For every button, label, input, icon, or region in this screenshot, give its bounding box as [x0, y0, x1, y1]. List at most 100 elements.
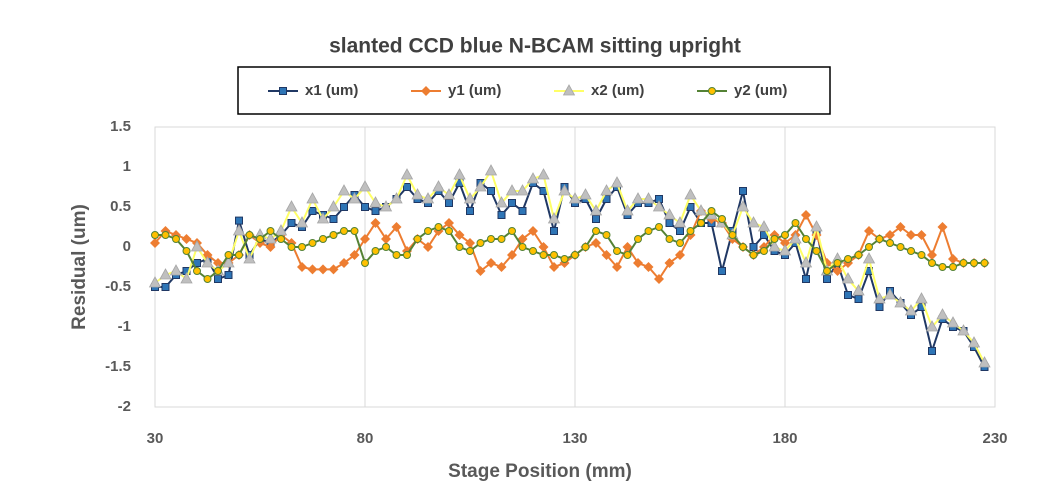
- marker: [791, 219, 800, 227]
- marker: [266, 227, 275, 235]
- marker: [295, 216, 309, 228]
- marker: [631, 192, 645, 204]
- marker: [391, 222, 402, 232]
- marker: [938, 263, 947, 271]
- marker: [760, 247, 768, 255]
- marker: [854, 295, 863, 303]
- marker: [455, 243, 464, 251]
- series-line: [155, 209, 985, 281]
- marker: [370, 218, 381, 228]
- marker: [329, 231, 338, 239]
- marker: [444, 218, 454, 228]
- marker: [379, 200, 393, 212]
- marker: [916, 230, 927, 240]
- marker: [277, 235, 285, 243]
- marker: [894, 296, 907, 308]
- x-tick-label: 80: [357, 430, 374, 447]
- marker: [601, 250, 612, 260]
- marker: [728, 231, 737, 239]
- marker: [306, 192, 319, 204]
- marker: [633, 258, 643, 268]
- marker: [718, 267, 726, 275]
- marker: [348, 192, 361, 204]
- marker: [568, 192, 582, 204]
- marker: [390, 192, 403, 204]
- marker: [781, 231, 789, 239]
- marker: [676, 227, 684, 235]
- marker: [886, 239, 894, 247]
- marker: [285, 200, 298, 212]
- marker: [319, 235, 327, 243]
- x-tick-label: 130: [562, 430, 587, 447]
- marker: [308, 239, 317, 247]
- marker: [516, 184, 529, 196]
- marker: [747, 216, 760, 228]
- marker: [579, 188, 592, 200]
- marker: [487, 187, 495, 195]
- x-axis-title: Stage Position (mm): [448, 461, 632, 482]
- marker: [684, 188, 697, 200]
- marker: [875, 303, 884, 311]
- marker: [539, 251, 548, 259]
- marker: [424, 227, 432, 235]
- x-tick-label: 30: [147, 430, 164, 447]
- marker: [621, 204, 634, 216]
- y-tick-label: -2: [118, 398, 131, 415]
- marker: [610, 176, 624, 188]
- marker: [190, 240, 204, 252]
- series-line: [154, 168, 986, 364]
- marker: [959, 259, 968, 267]
- marker: [862, 252, 876, 264]
- marker: [927, 250, 937, 260]
- marker: [904, 304, 918, 316]
- marker: [508, 199, 516, 207]
- marker: [518, 207, 527, 215]
- marker: [180, 272, 193, 284]
- marker: [318, 264, 328, 275]
- marker: [235, 251, 243, 259]
- marker: [854, 251, 863, 259]
- y-tick-label: 1: [123, 158, 131, 175]
- marker: [810, 220, 823, 232]
- marker: [562, 84, 576, 96]
- marker: [550, 227, 558, 235]
- marker: [182, 247, 191, 255]
- marker: [369, 196, 382, 208]
- marker: [832, 266, 843, 276]
- marker: [297, 262, 307, 272]
- marker: [634, 235, 642, 243]
- marker: [844, 291, 852, 299]
- marker: [287, 243, 296, 251]
- marker: [497, 211, 506, 219]
- marker: [474, 180, 487, 192]
- marker: [802, 235, 810, 243]
- marker: [686, 203, 695, 211]
- marker: [780, 238, 790, 248]
- marker: [802, 275, 810, 283]
- marker: [852, 284, 865, 296]
- marker: [434, 223, 443, 231]
- marker: [307, 264, 318, 275]
- marker: [537, 168, 550, 180]
- marker: [172, 235, 180, 243]
- marker: [232, 224, 246, 236]
- marker: [298, 243, 306, 251]
- marker: [643, 262, 654, 272]
- marker: [581, 243, 590, 251]
- y-tick-label: 1.5: [110, 118, 131, 135]
- marker: [592, 215, 600, 223]
- marker: [361, 259, 369, 267]
- marker: [928, 347, 936, 355]
- marker: [151, 231, 159, 239]
- marker: [497, 235, 506, 243]
- marker: [381, 234, 391, 244]
- marker: [466, 207, 474, 215]
- marker: [421, 86, 431, 96]
- marker: [697, 219, 705, 227]
- legend-label: y2 (um): [734, 82, 787, 99]
- marker: [547, 212, 561, 224]
- marker: [505, 184, 519, 196]
- marker: [413, 235, 422, 243]
- marker: [421, 192, 435, 204]
- marker: [495, 196, 508, 208]
